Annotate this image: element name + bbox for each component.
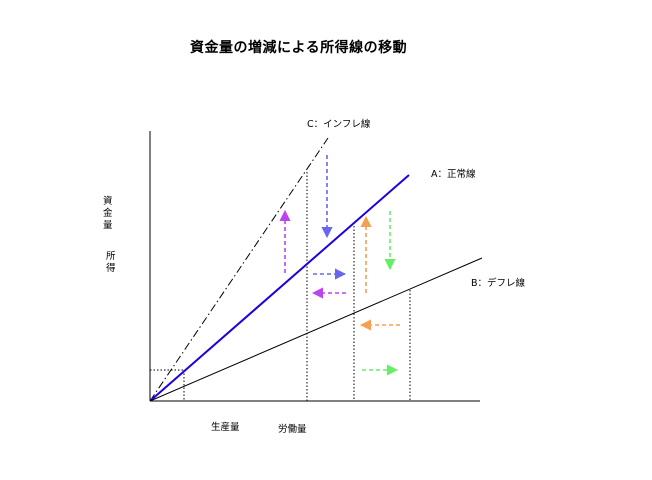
- line-label-c: C：インフレ線: [307, 118, 371, 130]
- y-axis-label-income: 所 得: [106, 251, 116, 274]
- diagram-title: 資金量の増減による所得線の移動: [190, 39, 407, 56]
- deflation-line-b: [149, 257, 483, 402]
- line-label-b: B：デフレ線: [471, 277, 526, 289]
- y-axis-label-income-char-2: 得: [106, 262, 116, 274]
- y-axis-label-capital: 資 金 量: [103, 195, 113, 231]
- y-axis-label-capital-char-3: 量: [103, 220, 113, 231]
- y-axis-label-income-char-1: 所: [106, 251, 116, 262]
- y-axis-label-capital-char-1: 資: [103, 195, 113, 207]
- y-axis-label-capital-char-2: 金: [103, 207, 113, 219]
- x-axis-label-production: 生産量: [211, 421, 240, 433]
- line-label-a: A：正常線: [431, 168, 476, 180]
- inflation-line-c: [149, 137, 329, 402]
- normal-line-a: [149, 174, 410, 402]
- x-axis-label-labor: 労働量: [278, 423, 307, 435]
